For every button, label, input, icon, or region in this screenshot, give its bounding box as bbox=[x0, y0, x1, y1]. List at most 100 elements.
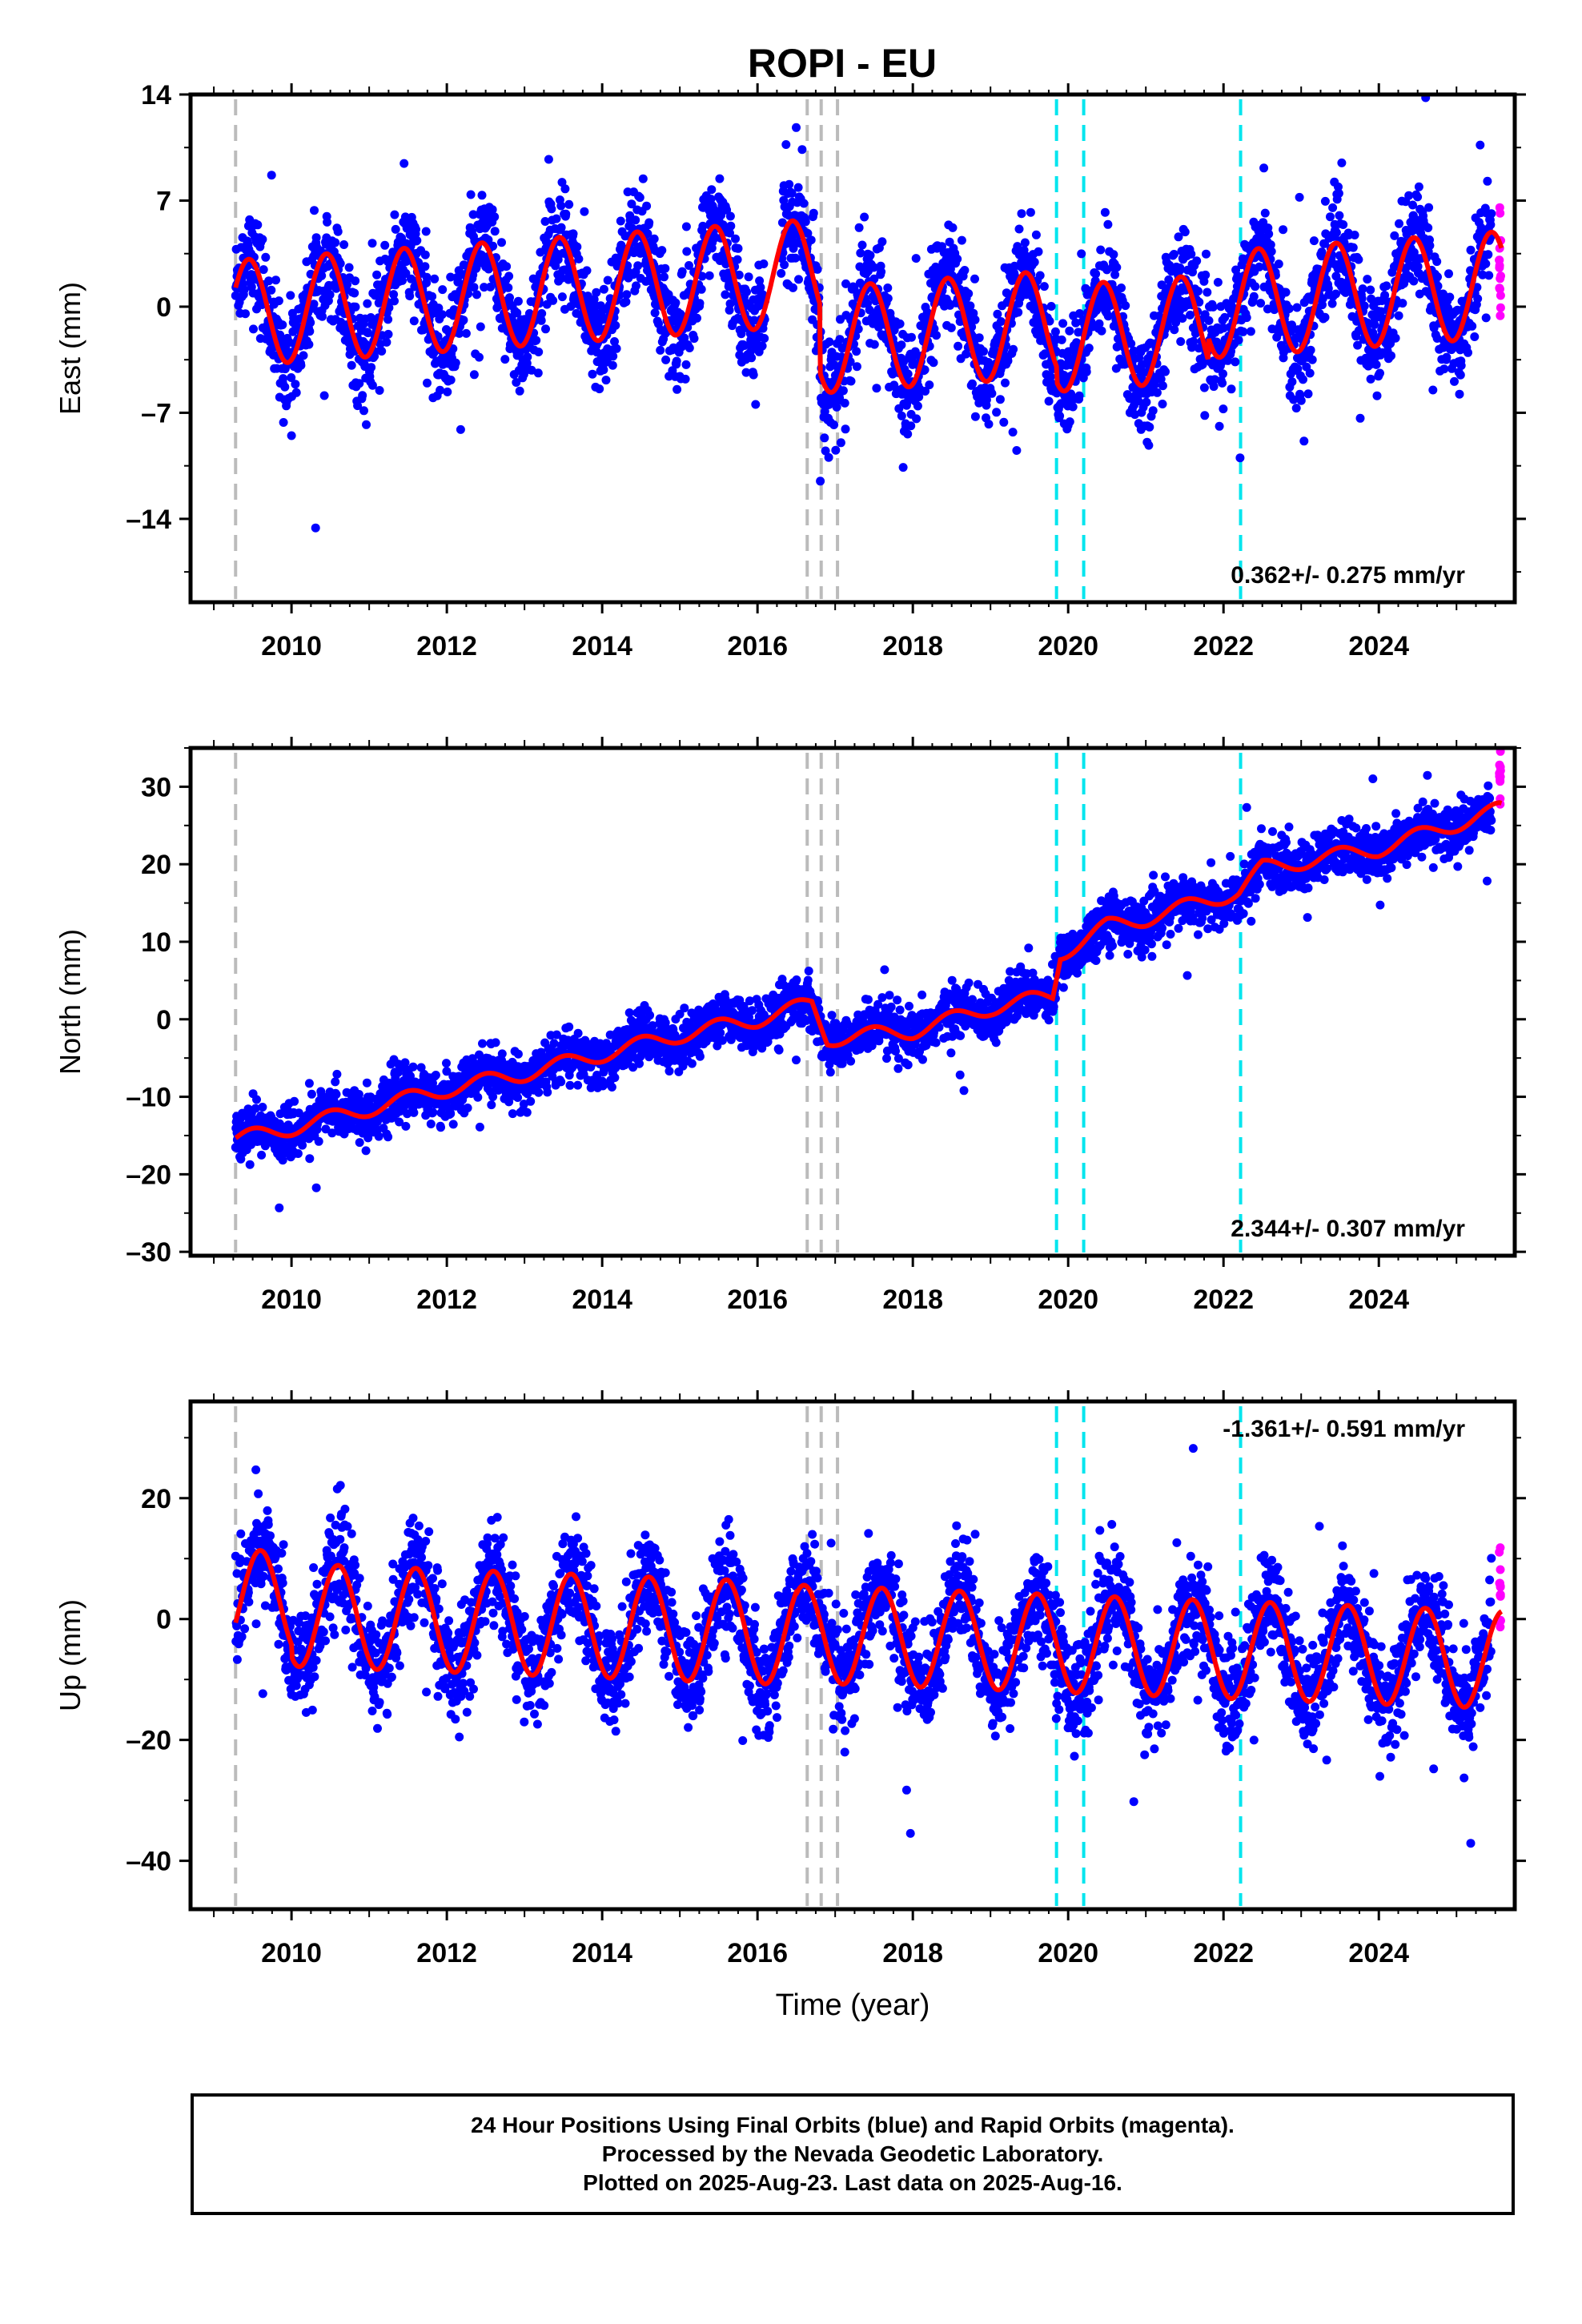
final-orbit-point bbox=[1178, 314, 1187, 323]
final-orbit-point bbox=[603, 275, 612, 285]
y-tick-label: 0 bbox=[156, 292, 171, 323]
final-orbit-point bbox=[1264, 229, 1274, 239]
final-orbit-point bbox=[673, 384, 682, 394]
final-orbit-point bbox=[540, 217, 550, 226]
final-orbit-point bbox=[1279, 225, 1288, 235]
final-orbit-point bbox=[1044, 396, 1054, 406]
final-orbit-point bbox=[475, 1122, 484, 1132]
final-orbit-point bbox=[1375, 368, 1384, 378]
final-orbit-point bbox=[717, 211, 726, 220]
final-orbit-point bbox=[355, 1138, 364, 1148]
y-tick-label: 14 bbox=[141, 80, 171, 111]
final-orbit-point bbox=[838, 386, 848, 396]
final-orbit-point bbox=[463, 1104, 472, 1112]
final-orbit-point bbox=[1287, 377, 1297, 387]
final-orbit-point bbox=[841, 279, 850, 288]
final-orbit-point bbox=[760, 334, 769, 343]
final-orbit-point bbox=[635, 193, 644, 203]
final-orbit-point bbox=[821, 446, 830, 456]
final-orbit-point bbox=[705, 271, 714, 280]
final-orbit-point bbox=[431, 1071, 440, 1080]
final-orbit-point bbox=[1077, 249, 1086, 259]
final-orbit-point bbox=[367, 363, 376, 372]
final-orbit-point bbox=[806, 235, 816, 245]
final-orbit-point bbox=[856, 248, 865, 258]
final-orbit-point bbox=[794, 275, 803, 284]
final-orbit-point bbox=[359, 406, 368, 416]
final-orbit-point bbox=[857, 240, 867, 250]
final-orbit-point bbox=[1170, 325, 1179, 335]
final-orbit-point bbox=[486, 282, 495, 292]
final-orbit-point bbox=[1161, 367, 1170, 376]
final-orbit-point bbox=[824, 452, 833, 462]
final-orbit-point bbox=[685, 344, 694, 352]
final-orbit-point bbox=[872, 384, 881, 393]
final-orbit-point bbox=[565, 1080, 575, 1090]
final-orbit-point bbox=[438, 285, 448, 295]
final-orbit-point bbox=[644, 218, 654, 227]
final-orbit-point bbox=[725, 211, 735, 221]
final-orbit-point bbox=[1189, 336, 1199, 346]
final-orbit-point bbox=[257, 1150, 267, 1160]
final-orbit-point bbox=[787, 188, 797, 198]
final-orbit-point bbox=[1432, 257, 1442, 267]
final-orbit-point bbox=[1484, 250, 1493, 259]
final-orbit-point bbox=[1472, 283, 1482, 292]
final-orbit-point bbox=[1186, 310, 1195, 320]
final-orbit-point bbox=[556, 223, 566, 232]
final-orbit-point bbox=[1121, 301, 1130, 311]
final-orbit-point bbox=[537, 309, 547, 318]
final-orbit-point bbox=[1249, 292, 1259, 301]
final-orbit-point bbox=[1082, 367, 1091, 376]
final-orbit-point bbox=[638, 174, 648, 183]
final-orbit-point bbox=[1456, 370, 1465, 380]
final-orbit-point bbox=[429, 348, 439, 357]
final-orbit-point bbox=[362, 420, 371, 429]
final-orbit-point bbox=[987, 388, 997, 398]
final-orbit-point bbox=[271, 275, 280, 285]
final-orbit-point bbox=[853, 324, 863, 334]
final-orbit-point bbox=[278, 320, 287, 330]
final-orbit-point bbox=[733, 255, 742, 264]
final-orbit-point bbox=[1447, 345, 1456, 355]
final-orbit-point bbox=[380, 240, 390, 250]
final-orbit-point bbox=[813, 264, 822, 274]
final-orbit-point bbox=[1212, 337, 1222, 347]
final-orbit-point bbox=[877, 267, 886, 276]
final-orbit-point bbox=[865, 251, 875, 260]
final-orbit-point bbox=[1174, 232, 1183, 242]
final-orbit-point bbox=[994, 325, 1004, 335]
final-orbit-point bbox=[865, 305, 874, 315]
final-orbit-point bbox=[286, 291, 295, 300]
final-orbit-point bbox=[1395, 219, 1403, 228]
final-orbit-point bbox=[707, 185, 717, 195]
final-orbit-point bbox=[547, 204, 556, 214]
rapid-orbit-point bbox=[1495, 283, 1504, 293]
y-tick-label: –14 bbox=[126, 505, 171, 535]
final-orbit-point bbox=[1017, 209, 1026, 219]
final-orbit-point bbox=[1425, 241, 1435, 251]
final-orbit-point bbox=[993, 309, 1002, 319]
final-orbit-point bbox=[298, 1140, 307, 1150]
final-orbit-point bbox=[1414, 182, 1423, 191]
final-orbit-point bbox=[1012, 446, 1022, 455]
final-orbit-point bbox=[733, 243, 743, 253]
final-orbit-point bbox=[744, 272, 753, 282]
final-orbit-point bbox=[1359, 301, 1369, 311]
final-orbit-point bbox=[1442, 352, 1452, 362]
final-orbit-point bbox=[477, 191, 487, 200]
final-orbit-point bbox=[1326, 212, 1335, 222]
final-orbit-point bbox=[1158, 400, 1167, 408]
final-orbit-point bbox=[515, 386, 524, 396]
final-orbit-point bbox=[487, 1100, 496, 1110]
final-orbit-point bbox=[1201, 270, 1211, 279]
final-orbit-point bbox=[914, 392, 924, 402]
final-orbit-point bbox=[995, 395, 1005, 404]
final-orbit-point bbox=[898, 463, 908, 472]
final-orbit-point bbox=[1432, 334, 1442, 343]
final-orbit-point bbox=[468, 210, 478, 219]
final-orbit-point bbox=[1267, 324, 1277, 334]
final-orbit-point bbox=[446, 272, 456, 282]
